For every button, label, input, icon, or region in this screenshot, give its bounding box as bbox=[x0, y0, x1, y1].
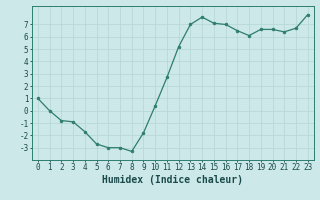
X-axis label: Humidex (Indice chaleur): Humidex (Indice chaleur) bbox=[102, 175, 243, 185]
